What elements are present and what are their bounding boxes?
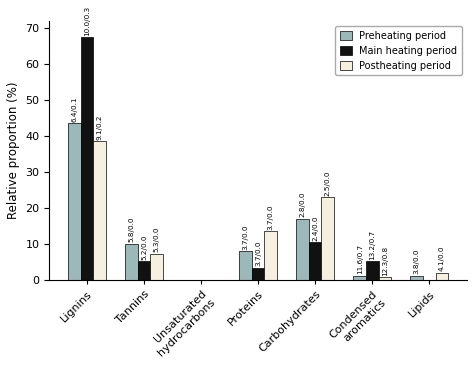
Text: 10.0/0.3: 10.0/0.3 — [84, 6, 90, 36]
Text: 2.5/0.0: 2.5/0.0 — [325, 170, 331, 196]
Text: 5.2/0.0: 5.2/0.0 — [141, 234, 147, 260]
Text: 12.3/0.8: 12.3/0.8 — [382, 245, 388, 276]
Bar — [436, 273, 448, 280]
Bar — [150, 254, 163, 280]
Text: 11.6/0.7: 11.6/0.7 — [357, 244, 363, 274]
Text: 6.4/0.1: 6.4/0.1 — [72, 97, 78, 122]
Text: 3.7/0.0: 3.7/0.0 — [255, 241, 261, 266]
Bar — [321, 197, 334, 280]
Bar — [239, 251, 252, 280]
Text: 3.8/0.0: 3.8/0.0 — [414, 249, 419, 274]
Text: 5.8/0.0: 5.8/0.0 — [128, 217, 135, 242]
Bar — [125, 244, 138, 280]
Bar — [93, 142, 106, 280]
Text: 9.1/0.2: 9.1/0.2 — [97, 115, 103, 140]
Bar — [252, 268, 264, 280]
Bar — [309, 242, 321, 280]
Text: 2.4/0.0: 2.4/0.0 — [312, 215, 318, 241]
Bar — [138, 261, 150, 280]
Bar — [68, 123, 81, 280]
Text: 4.1/0.0: 4.1/0.0 — [439, 246, 445, 271]
Bar — [366, 261, 379, 280]
Bar — [379, 277, 391, 280]
Legend: Preheating period, Main heating period, Postheating period: Preheating period, Main heating period, … — [335, 26, 462, 75]
Bar — [264, 231, 277, 280]
Text: 3.7/0.0: 3.7/0.0 — [243, 224, 249, 250]
Text: 2.8/0.0: 2.8/0.0 — [300, 192, 306, 217]
Bar — [354, 276, 366, 280]
Text: 13.2/0.7: 13.2/0.7 — [369, 230, 375, 260]
Text: 5.3/0.0: 5.3/0.0 — [154, 227, 160, 252]
Y-axis label: Relative proportion (%): Relative proportion (%) — [7, 82, 20, 219]
Bar — [296, 219, 309, 280]
Bar — [410, 276, 423, 280]
Bar — [81, 37, 93, 280]
Text: 3.7/0.0: 3.7/0.0 — [268, 204, 274, 230]
